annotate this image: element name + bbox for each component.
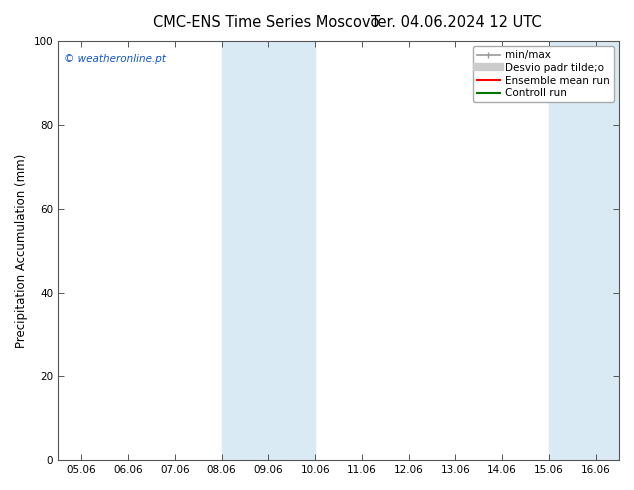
Bar <box>222 41 315 460</box>
Text: Ter. 04.06.2024 12 UTC: Ter. 04.06.2024 12 UTC <box>371 15 542 30</box>
Legend: min/max, Desvio padr tilde;o, Ensemble mean run, Controll run: min/max, Desvio padr tilde;o, Ensemble m… <box>472 46 614 102</box>
Text: CMC-ENS Time Series Moscovo: CMC-ENS Time Series Moscovo <box>153 15 380 30</box>
Y-axis label: Precipitation Accumulation (mm): Precipitation Accumulation (mm) <box>15 153 28 348</box>
Text: © weatheronline.pt: © weatheronline.pt <box>63 53 165 64</box>
Bar <box>549 41 634 460</box>
